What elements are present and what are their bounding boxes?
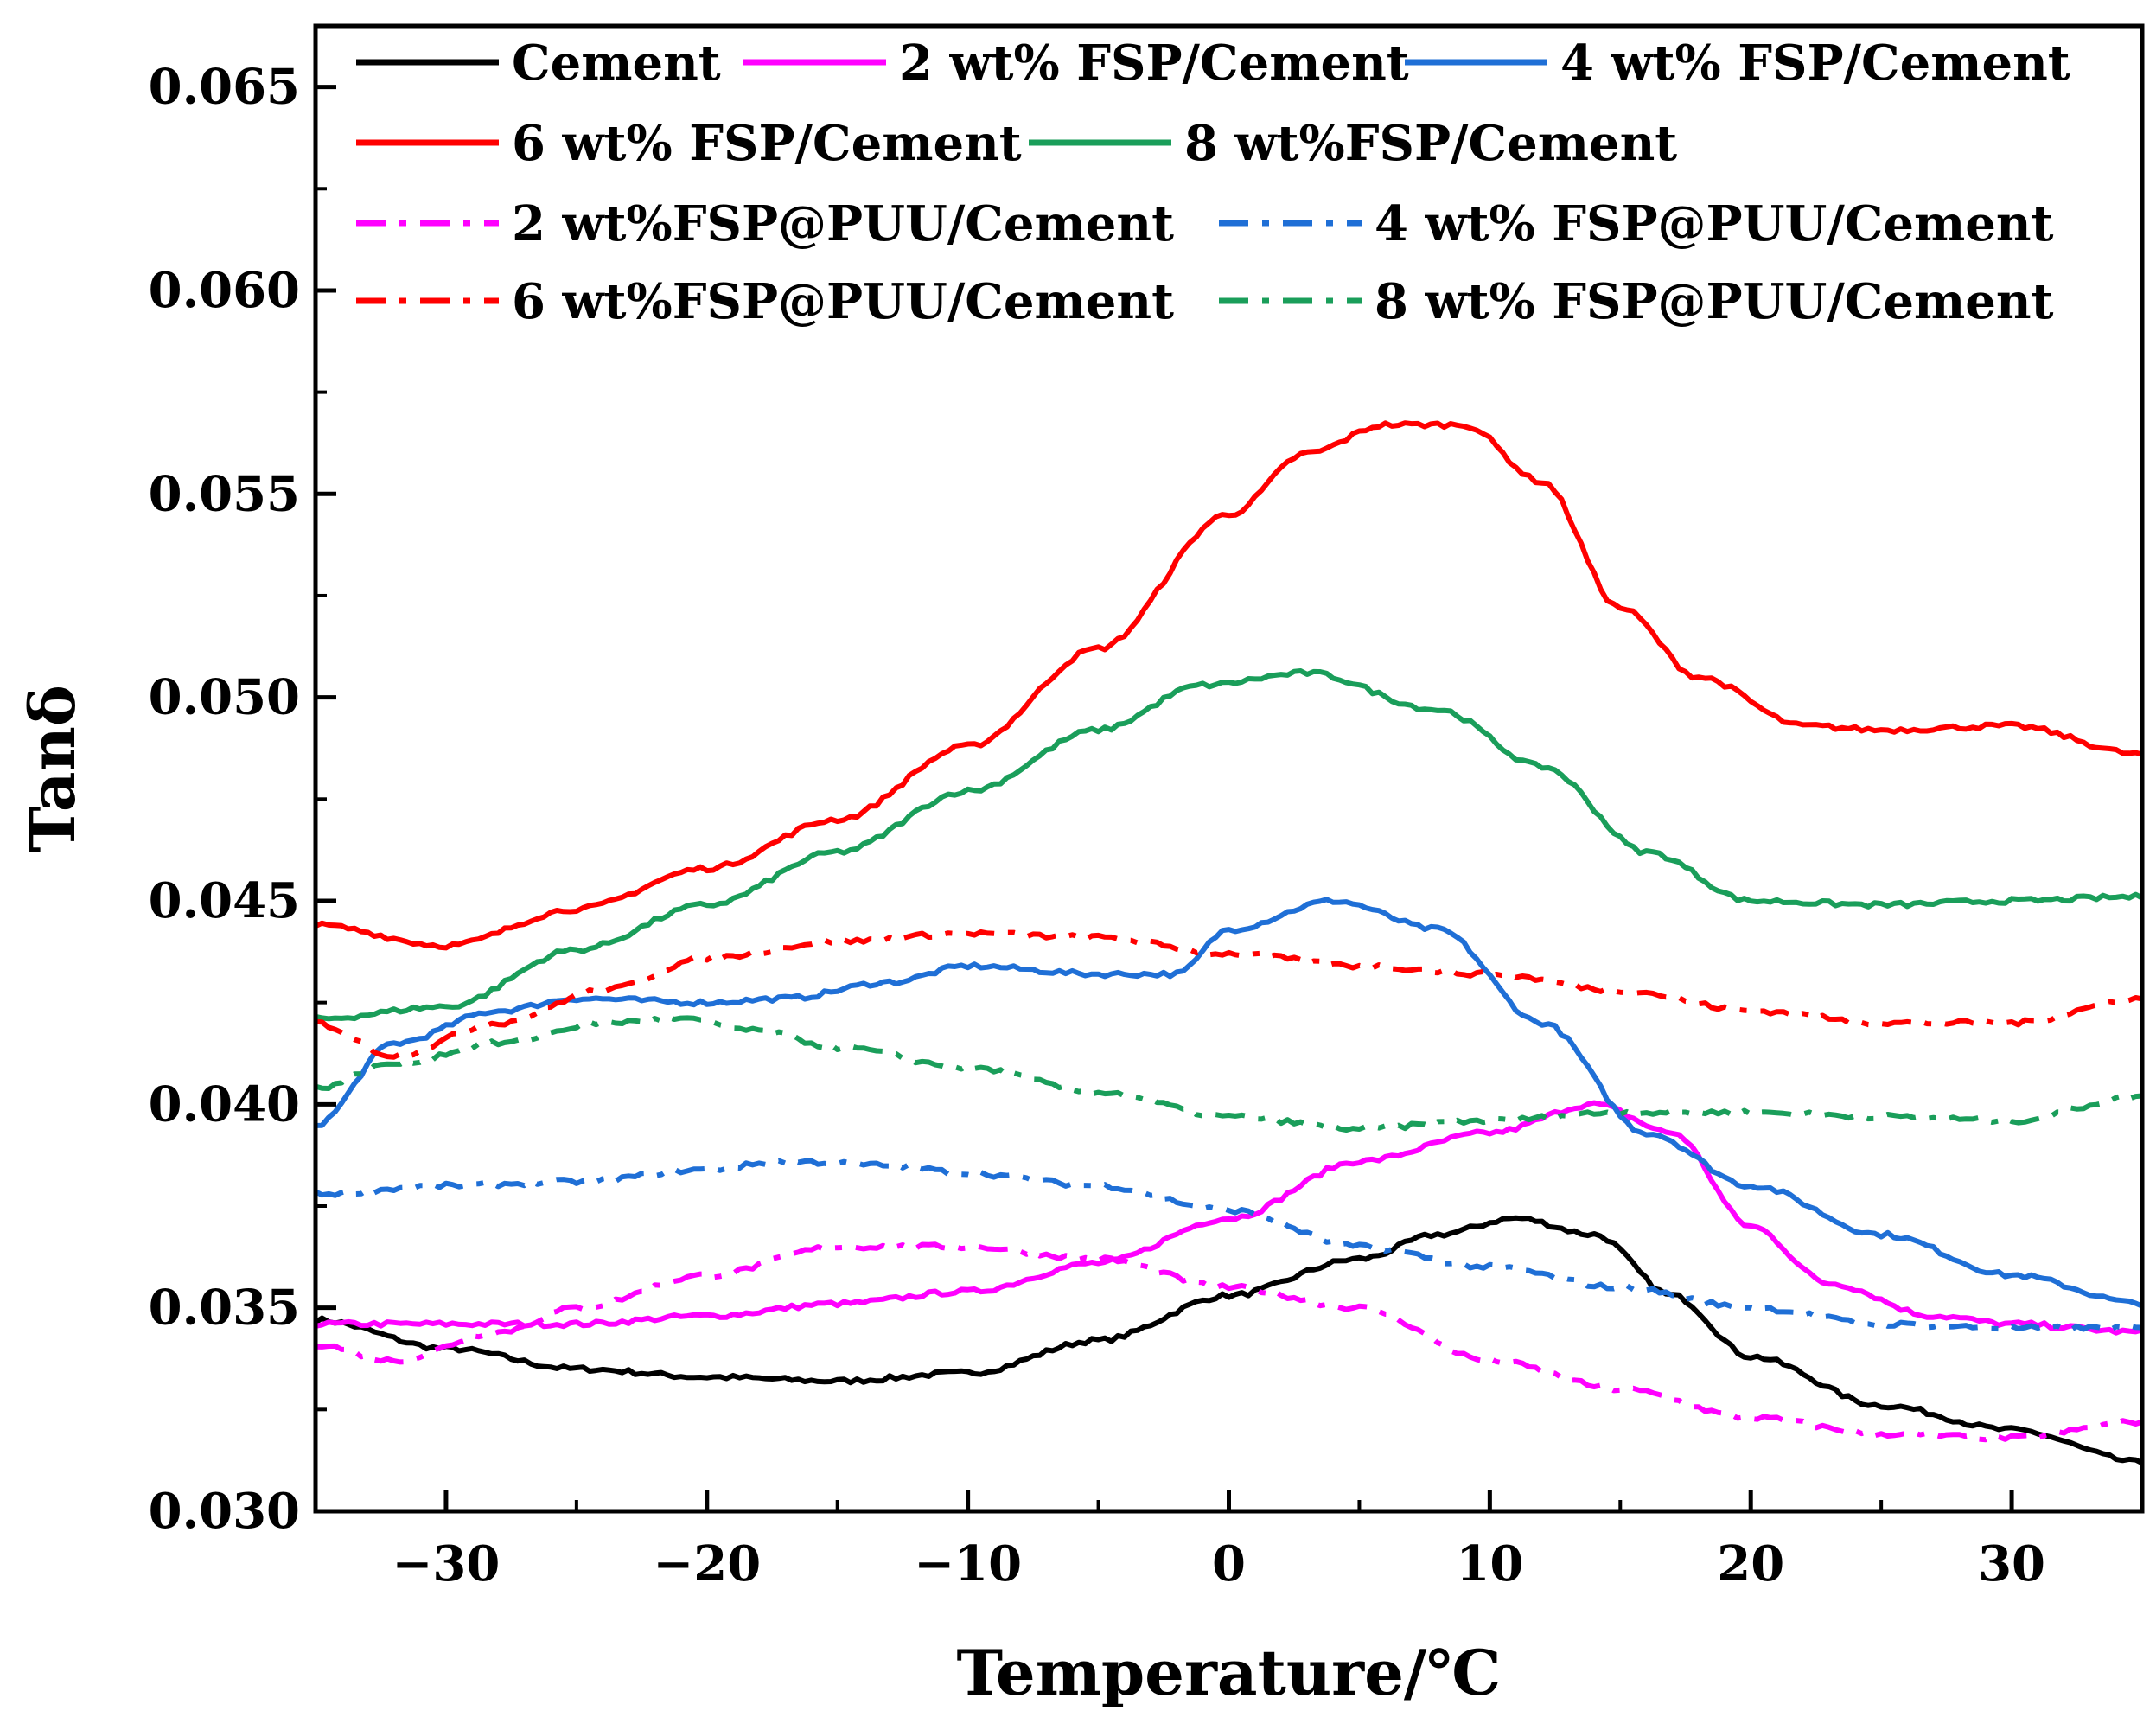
series-line-6	[314, 1158, 2143, 1333]
series-line-4	[315, 668, 2144, 1022]
legend-label: Cement	[512, 35, 721, 92]
legend-label: 8 wt%FSP/Cement	[1184, 115, 1677, 172]
y-tick-label: 0.030	[149, 1483, 300, 1540]
y-tick-label: 0.060	[149, 262, 300, 319]
x-axis-title: Temperature/℃	[957, 1636, 1502, 1709]
series-line-8	[315, 1014, 2143, 1133]
x-tick-label: 0	[1212, 1535, 1246, 1593]
y-tick-label: 0.065	[149, 59, 300, 116]
x-tick-label: 30	[1978, 1535, 2045, 1593]
y-tick-label: 0.055	[149, 465, 300, 522]
y-tick-label: 0.045	[149, 872, 300, 929]
plot-frame	[313, 23, 2145, 1514]
ticks-layer: −30 −20 −10 0 10 20 30 0.030 0.035 0.040 0.045 0.05…	[149, 59, 2144, 1593]
series-layer	[314, 420, 2144, 1465]
y-tick-label: 0.040	[149, 1076, 300, 1133]
series-line-0	[314, 1215, 2144, 1465]
legend: Cement 2 wt% FSP/Cement 4 wt% FSP/Cement 6 …	[356, 35, 2070, 330]
legend-label: 6 wt%FSP@PUU/Cement	[512, 273, 1174, 330]
y-tick-label: 0.050	[149, 669, 300, 726]
legend-label: 2 wt% FSP/Cement	[899, 35, 1409, 92]
legend-label: 4 wt% FSP@PUU/Cement	[1375, 195, 2054, 252]
x-tick-label: 20	[1717, 1535, 1784, 1593]
x-tick-label: −20	[653, 1535, 761, 1593]
x-tick-label: −30	[392, 1535, 500, 1593]
legend-label: 2 wt%FSP@PUU/Cement	[512, 195, 1174, 252]
series-line-5	[315, 1241, 2143, 1443]
legend-label: 6 wt% FSP/Cement	[512, 115, 1022, 172]
series-line-7	[315, 929, 2143, 1060]
y-tick-label: 0.035	[149, 1280, 300, 1337]
series-line-3	[314, 420, 2143, 951]
y-axis-title: Tanδ	[16, 685, 89, 852]
legend-label: 8 wt% FSP@PUU/Cement	[1375, 273, 2054, 330]
x-tick-label: 10	[1456, 1535, 1523, 1593]
legend-label: 4 wt% FSP/Cement	[1560, 35, 2070, 92]
series-line-1	[315, 1100, 2143, 1336]
x-tick-label: −10	[914, 1535, 1022, 1593]
series-line-2	[315, 897, 2144, 1309]
